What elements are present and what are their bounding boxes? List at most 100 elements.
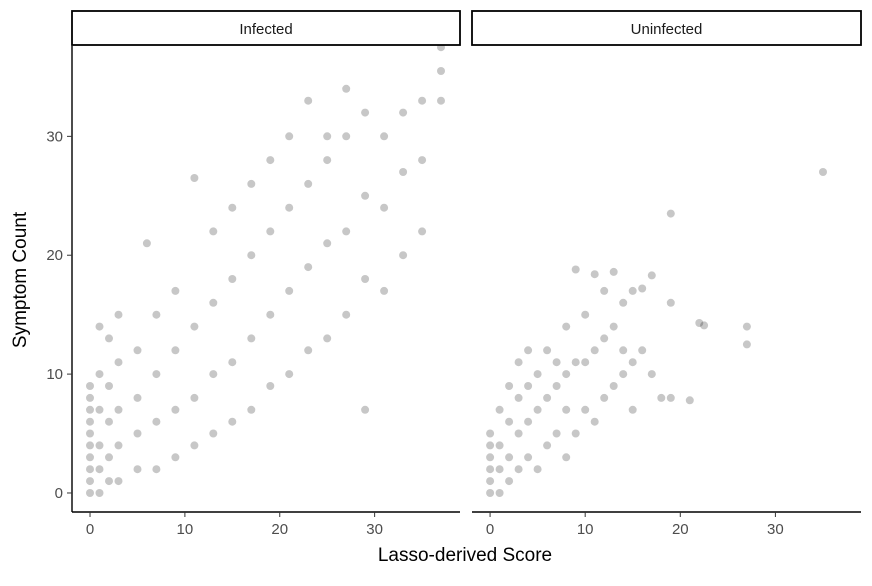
uninfected-data-point [619,370,628,379]
uninfected-data-point [628,405,637,414]
infected-data-point [361,108,370,117]
infected-data-point [190,174,199,182]
infected-data-point [228,417,237,426]
infected-data-point [133,429,142,438]
uninfected-data-point [685,396,694,405]
infected-data-point [266,227,275,236]
uninfected-x-tick-label: 30 [767,521,784,538]
uninfected-data-point [486,453,495,462]
infected-data-point [228,358,237,367]
uninfected-data-point [666,393,675,402]
infected-data-point [114,441,123,450]
uninfected-data-point [543,393,552,402]
uninfected-data-point [524,453,533,462]
infected-data-point [86,429,94,438]
uninfected-data-point [638,346,647,355]
uninfected-data-point [628,286,637,295]
infected-data-point [209,429,218,438]
infected-data-point [142,239,151,248]
infected-data-point [304,179,313,188]
infected-data-point [95,405,104,414]
uninfected-data-point [647,370,656,379]
uninfected-facet-strip [471,10,862,46]
uninfected-data-point [609,322,618,331]
uninfected-facet-label: Uninfected [631,21,703,38]
uninfected-data-point [562,370,571,379]
infected-data-point [105,334,113,343]
uninfected-data-point [514,429,523,438]
uninfected-data-point [514,393,523,402]
uninfected-data-point [657,393,666,402]
infected-data-point [86,465,94,474]
infected-data-point [209,370,218,379]
infected-data-point [152,310,161,319]
infected-data-point [228,275,237,283]
infected-data-point [399,251,408,260]
axes-layer: 0 10 20 30 0 10 20 30 0 10 20 30 [46,46,861,538]
infected-data-point [342,84,351,93]
infected-data-point [86,489,94,497]
uninfected-data-point [562,322,571,331]
infected-data-point [133,393,142,402]
uninfected-x-tick-label: 10 [577,521,594,538]
y-tick-label: 20 [46,247,63,264]
uninfected-data-point [524,382,533,390]
infected-data-point [114,310,123,319]
uninfected-data-point [552,358,561,367]
uninfected-data-point [505,453,514,462]
infected-data-point [171,453,180,462]
infected-data-point [304,263,313,272]
uninfected-data-point [581,405,590,414]
infected-data-point [266,382,275,390]
infected-points-layer [86,43,445,497]
uninfected-data-point [486,489,495,497]
infected-data-point [105,477,113,486]
infected-data-point [86,453,94,462]
uninfected-data-point [486,441,495,450]
infected-data-point [285,132,294,141]
infected-data-point [95,489,104,497]
uninfected-data-point [571,429,580,438]
infected-x-tick-label: 0 [86,521,94,538]
infected-data-point [247,251,256,260]
uninfected-data-point [495,441,504,450]
uninfected-data-point [590,346,599,355]
uninfected-data-point [609,382,618,390]
uninfected-data-point [495,465,504,474]
uninfected-points-layer [486,168,827,497]
infected-data-point [247,334,256,343]
uninfected-data-point [505,477,514,486]
infected-data-point [95,441,104,450]
uninfected-data-point [533,465,542,474]
infected-data-point [437,96,445,105]
uninfected-data-point [486,465,495,474]
infected-data-point [114,405,123,414]
infected-data-point [152,465,161,474]
infected-data-point [105,382,113,390]
uninfected-data-point [495,489,504,497]
infected-data-point [86,441,94,450]
infected-data-point [228,203,237,212]
infected-data-point [86,393,94,402]
infected-data-point [152,417,161,426]
infected-data-point [209,227,218,236]
infected-data-point [86,382,94,390]
infected-data-point [323,132,332,141]
uninfected-data-point [600,334,609,343]
uninfected-data-point [571,358,580,367]
infected-data-point [95,322,104,331]
uninfected-data-point [543,346,552,355]
uninfected-data-point [590,417,599,426]
infected-data-point [342,132,351,141]
infected-data-point [171,405,180,414]
infected-data-point [361,275,370,283]
infected-data-point [133,465,142,474]
uninfected-data-point [533,370,542,379]
infected-data-point [323,239,332,248]
uninfected-data-point [486,429,495,438]
infected-data-point [171,346,180,355]
uninfected-data-point [552,382,561,390]
infected-data-point [323,334,332,343]
